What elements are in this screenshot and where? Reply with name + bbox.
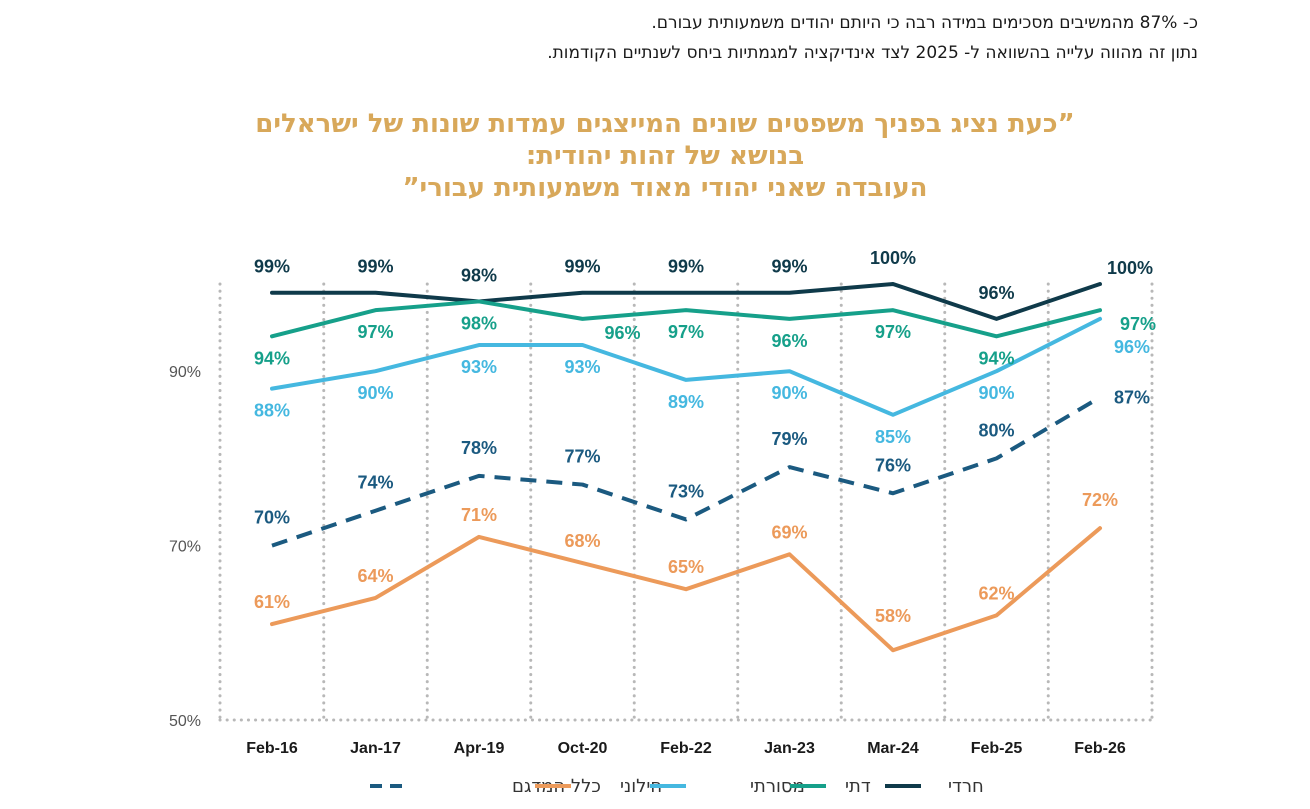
data-label: 70%	[254, 508, 290, 528]
x-tick-label: Mar-24	[867, 740, 919, 757]
data-label: 97%	[668, 322, 704, 342]
data-label: 90%	[978, 383, 1014, 403]
data-label: 76%	[875, 455, 911, 475]
chart-title-line-3: העובדה שאני יהודי מאוד משמעותית עבורי”	[402, 173, 928, 203]
data-label: 80%	[978, 420, 1014, 440]
data-label: 97%	[357, 322, 393, 342]
legend-label: דתי	[845, 776, 871, 797]
intro-line-1: כ- 87% מהמשיבים מסכימים במידה רבה כי היו…	[651, 13, 1198, 33]
data-label: 88%	[254, 401, 290, 421]
data-label: 78%	[461, 438, 497, 458]
data-label: 96%	[604, 323, 640, 343]
series-line-3	[271, 395, 1102, 548]
data-label: 58%	[875, 606, 911, 626]
x-tick-label: Jan-23	[764, 740, 815, 757]
data-label: 68%	[564, 531, 600, 551]
data-label: 94%	[254, 348, 290, 368]
data-label: 90%	[771, 383, 807, 403]
data-label: 97%	[875, 322, 911, 342]
data-label: 79%	[771, 429, 807, 449]
data-label: 96%	[771, 331, 807, 351]
x-tick-label: Feb-22	[660, 740, 712, 757]
series-line-2	[270, 316, 1102, 417]
intro-text: כ- 87% מהמשיבים מסכימים במידה רבה כי היו…	[198, 8, 1198, 68]
series-line-1	[270, 299, 1102, 339]
data-label: 97%	[1120, 314, 1156, 334]
x-tick-label: Feb-16	[246, 740, 298, 757]
data-label: 98%	[461, 313, 497, 333]
legend-label: חילוני	[620, 776, 662, 797]
data-label: 69%	[771, 522, 807, 542]
data-label: 64%	[357, 566, 393, 586]
chart-title-line-1: ”כעת נציג בפניך משפטים שונים המייצגים עמ…	[255, 109, 1075, 139]
data-label: 94%	[978, 348, 1014, 368]
data-label: 71%	[461, 505, 497, 525]
data-label: 87%	[1114, 387, 1150, 407]
y-tick-label: 90%	[169, 364, 201, 381]
x-tick-label: Feb-25	[971, 740, 1023, 757]
data-label: 98%	[461, 265, 497, 285]
data-label: 93%	[564, 357, 600, 377]
data-label: 73%	[668, 481, 704, 501]
y-tick-label: 70%	[169, 539, 201, 556]
data-label: 72%	[1082, 490, 1118, 510]
data-label: 99%	[357, 257, 393, 277]
data-label: 85%	[875, 427, 911, 447]
data-label: 99%	[668, 257, 704, 277]
data-label: 99%	[771, 257, 807, 277]
x-tick-label: Oct-20	[558, 740, 608, 757]
data-label: 96%	[1114, 337, 1150, 357]
intro-line-2: נתון זה מהווה עלייה בהשוואה ל- 2025 לצד …	[547, 43, 1198, 63]
x-tick-label: Jan-17	[350, 740, 401, 757]
y-tick-label: 50%	[169, 713, 201, 730]
data-label: 100%	[1107, 258, 1153, 278]
data-label: 62%	[978, 583, 1014, 603]
data-label: 77%	[564, 447, 600, 467]
data-label: 90%	[357, 383, 393, 403]
data-label: 74%	[357, 473, 393, 493]
series-line-0	[270, 282, 1102, 321]
data-label: 93%	[461, 357, 497, 377]
chart-title: ”כעת נציג בפניך משפטים שונים המייצגים עמ…	[160, 108, 1170, 204]
data-label: 61%	[254, 592, 290, 612]
legend-label: מסורתי	[750, 776, 805, 797]
data-label: 89%	[668, 392, 704, 412]
series-line-4	[270, 526, 1102, 653]
x-tick-label: Feb-26	[1074, 740, 1126, 757]
legend-label: חרדי	[948, 776, 984, 797]
data-label: 100%	[870, 248, 916, 268]
data-label: 96%	[978, 283, 1014, 303]
x-tick-label: Apr-19	[454, 740, 505, 757]
chart-title-line-2: בנושא של זהות יהודית:	[525, 141, 805, 171]
data-label: 65%	[668, 557, 704, 577]
data-label: 99%	[254, 257, 290, 277]
data-label: 99%	[564, 257, 600, 277]
